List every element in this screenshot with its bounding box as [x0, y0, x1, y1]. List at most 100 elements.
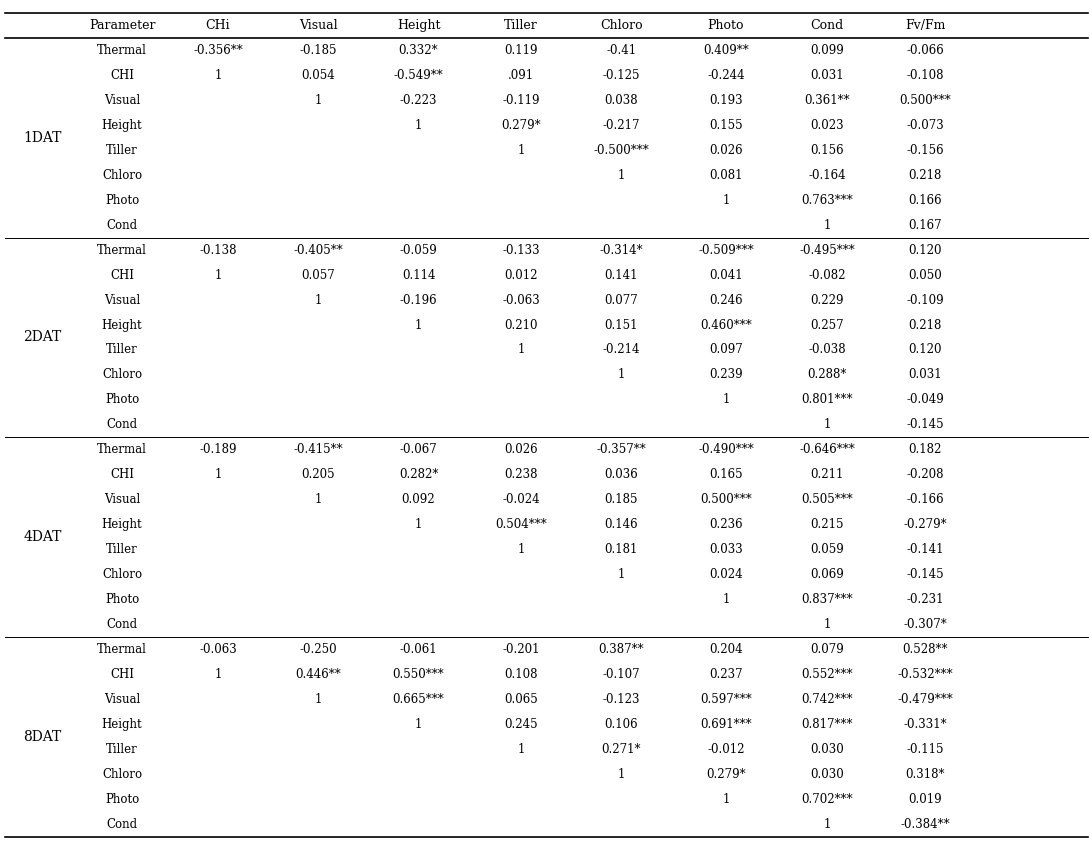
Text: 1: 1: [518, 544, 524, 556]
Text: 0.257: 0.257: [811, 318, 844, 332]
Text: 0.332*: 0.332*: [399, 44, 438, 57]
Text: 0.185: 0.185: [605, 494, 638, 506]
Text: 1: 1: [215, 468, 221, 481]
Text: 0.038: 0.038: [605, 94, 638, 106]
Text: 0.166: 0.166: [909, 193, 942, 207]
Text: -0.384**: -0.384**: [900, 818, 950, 831]
Text: 0.019: 0.019: [909, 793, 942, 806]
Text: 0.763***: 0.763***: [801, 193, 853, 207]
Text: -0.156: -0.156: [907, 143, 944, 157]
Text: Photo: Photo: [105, 793, 140, 806]
Text: -0.063: -0.063: [502, 294, 540, 306]
Text: Chloro: Chloro: [600, 19, 643, 32]
Text: Visual: Visual: [299, 19, 338, 32]
Text: -0.509***: -0.509***: [698, 244, 754, 257]
Text: 1: 1: [824, 818, 831, 831]
Text: 1: 1: [618, 169, 625, 181]
Text: 0.026: 0.026: [710, 143, 742, 157]
Text: 0.801***: 0.801***: [801, 393, 853, 407]
Text: 0.205: 0.205: [302, 468, 335, 481]
Text: -0.314*: -0.314*: [600, 244, 643, 257]
Text: -0.231: -0.231: [907, 593, 944, 606]
Text: Thermal: Thermal: [97, 443, 147, 457]
Text: Chloro: Chloro: [102, 169, 142, 181]
Text: -0.201: -0.201: [502, 643, 540, 657]
Text: 0.218: 0.218: [909, 169, 942, 181]
Text: Tiller: Tiller: [106, 344, 138, 356]
Text: 0.041: 0.041: [710, 268, 742, 282]
Text: -0.145: -0.145: [907, 419, 944, 431]
Text: Cond: Cond: [811, 19, 844, 32]
Text: Tiller: Tiller: [106, 744, 138, 756]
Text: 0.702***: 0.702***: [801, 793, 853, 806]
Text: Cond: Cond: [107, 419, 137, 431]
Text: -0.067: -0.067: [400, 443, 437, 457]
Text: Height: Height: [101, 518, 143, 532]
Text: 0.059: 0.059: [811, 544, 844, 556]
Text: 0.108: 0.108: [505, 668, 537, 681]
Text: CHI: CHI: [110, 268, 134, 282]
Text: Thermal: Thermal: [97, 244, 147, 257]
Text: -0.189: -0.189: [199, 443, 237, 457]
Text: CHI: CHI: [110, 668, 134, 681]
Text: 8DAT: 8DAT: [23, 730, 62, 744]
Text: 0.156: 0.156: [811, 143, 844, 157]
Text: CHi: CHi: [206, 19, 230, 32]
Text: -0.059: -0.059: [400, 244, 437, 257]
Text: 0.106: 0.106: [605, 718, 638, 731]
Text: CHI: CHI: [110, 68, 134, 82]
Text: -0.145: -0.145: [907, 568, 944, 582]
Text: 0.097: 0.097: [710, 344, 742, 356]
Text: Tiller: Tiller: [505, 19, 537, 32]
Text: Chloro: Chloro: [102, 768, 142, 782]
Text: -0.073: -0.073: [907, 119, 944, 132]
Text: -0.405**: -0.405**: [293, 244, 343, 257]
Text: -0.119: -0.119: [502, 94, 540, 106]
Text: -0.066: -0.066: [907, 44, 944, 57]
Text: Height: Height: [101, 718, 143, 731]
Text: CHI: CHI: [110, 468, 134, 481]
Text: 0.167: 0.167: [909, 219, 942, 231]
Text: Parameter: Parameter: [88, 19, 156, 32]
Text: -0.490***: -0.490***: [698, 443, 754, 457]
Text: -0.495***: -0.495***: [799, 244, 856, 257]
Text: 0.271*: 0.271*: [602, 744, 641, 756]
Text: 0.024: 0.024: [710, 568, 742, 582]
Text: 0.119: 0.119: [505, 44, 537, 57]
Text: 0.031: 0.031: [909, 369, 942, 381]
Text: Thermal: Thermal: [97, 44, 147, 57]
Text: 0.120: 0.120: [909, 344, 942, 356]
Text: Chloro: Chloro: [102, 369, 142, 381]
Text: 0.229: 0.229: [811, 294, 844, 306]
Text: 0.054: 0.054: [302, 68, 335, 82]
Text: -0.331*: -0.331*: [904, 718, 947, 731]
Text: 0.099: 0.099: [811, 44, 844, 57]
Text: -0.049: -0.049: [907, 393, 944, 407]
Text: 0.817***: 0.817***: [801, 718, 853, 731]
Text: 1: 1: [824, 619, 831, 631]
Text: 0.026: 0.026: [505, 443, 537, 457]
Text: 1: 1: [415, 119, 422, 132]
Text: -0.024: -0.024: [502, 494, 540, 506]
Text: 1: 1: [315, 693, 322, 706]
Text: Cond: Cond: [107, 619, 137, 631]
Text: -0.123: -0.123: [603, 693, 640, 706]
Text: 0.282*: 0.282*: [399, 468, 438, 481]
Text: 0.141: 0.141: [605, 268, 638, 282]
Text: 1: 1: [415, 718, 422, 731]
Text: 1: 1: [415, 318, 422, 332]
Text: 0.069: 0.069: [811, 568, 844, 582]
Text: -0.115: -0.115: [907, 744, 944, 756]
Text: 1: 1: [618, 369, 625, 381]
Text: 0.246: 0.246: [710, 294, 742, 306]
Text: 0.218: 0.218: [909, 318, 942, 332]
Text: 0.211: 0.211: [811, 468, 844, 481]
Text: 1: 1: [215, 668, 221, 681]
Text: Cond: Cond: [107, 219, 137, 231]
Text: 0.181: 0.181: [605, 544, 638, 556]
Text: 0.031: 0.031: [811, 68, 844, 82]
Text: 1: 1: [518, 143, 524, 157]
Text: Visual: Visual: [104, 693, 141, 706]
Text: -0.307*: -0.307*: [904, 619, 947, 631]
Text: Tiller: Tiller: [106, 143, 138, 157]
